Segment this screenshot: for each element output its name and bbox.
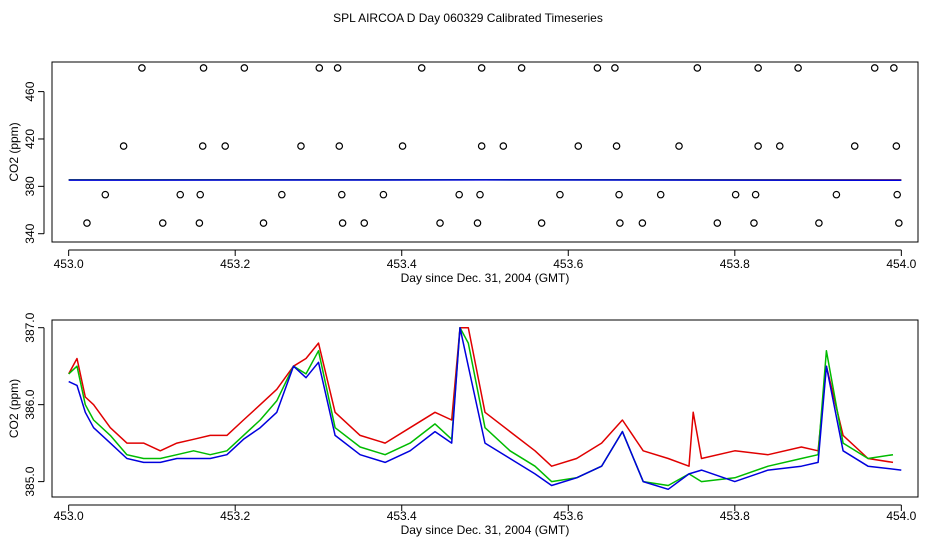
data-point	[893, 190, 901, 199]
data-point	[477, 64, 486, 72]
data-point	[638, 219, 647, 227]
data-point	[713, 219, 722, 227]
data-point	[751, 190, 760, 199]
x-axis-title: Day since Dec. 31, 2004 (GMT)	[401, 523, 570, 537]
data-point	[473, 219, 482, 227]
data-point	[278, 190, 286, 199]
data-point	[731, 190, 740, 199]
data-point	[611, 64, 619, 72]
data-point	[574, 142, 583, 150]
data-point	[398, 142, 407, 150]
data-point	[593, 64, 602, 72]
x-tick-label: 453.0	[54, 257, 84, 271]
x-tick-label: 453.6	[553, 257, 583, 271]
y-tick-label: 340	[23, 223, 37, 243]
data-point	[436, 219, 444, 227]
y-tick-label: 385.0	[23, 466, 37, 496]
x-tick-label: 453.4	[387, 257, 417, 271]
data-point	[360, 219, 369, 227]
data-point	[337, 190, 346, 199]
data-point	[616, 219, 624, 227]
data-point	[612, 142, 621, 150]
data-point	[417, 64, 426, 72]
data-point	[455, 190, 463, 199]
data-point	[101, 190, 110, 199]
data-point	[335, 142, 344, 150]
data-point	[297, 142, 305, 150]
data-point	[815, 219, 823, 227]
data-point	[476, 190, 484, 199]
series-line-red	[68, 326, 894, 467]
data-point	[83, 219, 91, 227]
data-point	[477, 142, 486, 150]
plot-frame	[51, 61, 919, 243]
data-point	[259, 219, 268, 227]
data-point	[240, 64, 249, 72]
data-point	[675, 142, 683, 150]
bottom-line-panel: 453.0 453.2 453.4 453.6 453.8 454.0 Day since …	[7, 312, 919, 537]
data-point	[333, 64, 342, 72]
chart-title: SPL AIRCOA D Day 060329 Calibrated Times…	[333, 11, 603, 25]
data-point	[754, 64, 762, 72]
x-tick-label: 453.6	[553, 509, 583, 523]
data-point	[556, 190, 564, 199]
x-tick-label: 453.4	[387, 509, 417, 523]
x-axis-title: Day since Dec. 31, 2004 (GMT)	[401, 271, 570, 285]
data-point	[138, 64, 146, 72]
data-point	[794, 64, 802, 72]
x-tick-label: 453.8	[720, 509, 750, 523]
x-tick-label: 453.2	[220, 257, 250, 271]
series-line-blue	[68, 326, 902, 491]
data-point	[754, 142, 762, 150]
data-point	[379, 190, 388, 199]
y-axis-title: CO2 (ppm)	[7, 379, 21, 438]
data-point	[176, 190, 185, 199]
data-point	[315, 64, 324, 72]
y-tick-label: 380	[23, 176, 37, 196]
data-point	[158, 219, 167, 227]
x-tick-label: 453.8	[720, 257, 750, 271]
data-point	[832, 190, 841, 199]
data-point	[750, 219, 758, 227]
y-tick-label: 386.0	[23, 389, 37, 419]
data-point	[656, 190, 665, 199]
data-point	[199, 64, 208, 72]
data-point	[895, 219, 903, 227]
y-tick-label: 387.0	[23, 312, 37, 342]
data-point	[196, 190, 205, 199]
x-tick-label: 454.0	[886, 257, 916, 271]
data-point	[195, 219, 204, 227]
top-scatter-panel: 453.0 453.2 453.4 453.6 453.8 454.0 Day since …	[7, 61, 919, 285]
data-point	[221, 142, 230, 150]
data-point	[870, 64, 879, 72]
data-point	[537, 219, 546, 227]
data-point	[338, 219, 347, 227]
y-tick-label: 460	[23, 81, 37, 101]
data-point	[198, 142, 207, 150]
y-axis-title: CO2 (ppm)	[7, 122, 21, 181]
data-point	[499, 142, 508, 150]
series-line-green	[68, 326, 894, 487]
x-tick-label: 453.2	[220, 509, 250, 523]
data-point	[615, 190, 623, 199]
x-tick-label: 454.0	[886, 509, 916, 523]
y-tick-label: 420	[23, 129, 37, 149]
data-point	[850, 142, 859, 150]
x-tick-label: 453.0	[54, 509, 84, 523]
data-point	[892, 142, 901, 150]
data-point	[775, 142, 784, 150]
data-point	[890, 64, 898, 72]
data-point	[517, 64, 526, 72]
data-point	[693, 64, 702, 72]
data-point	[119, 142, 128, 150]
plot-frame	[51, 319, 919, 498]
